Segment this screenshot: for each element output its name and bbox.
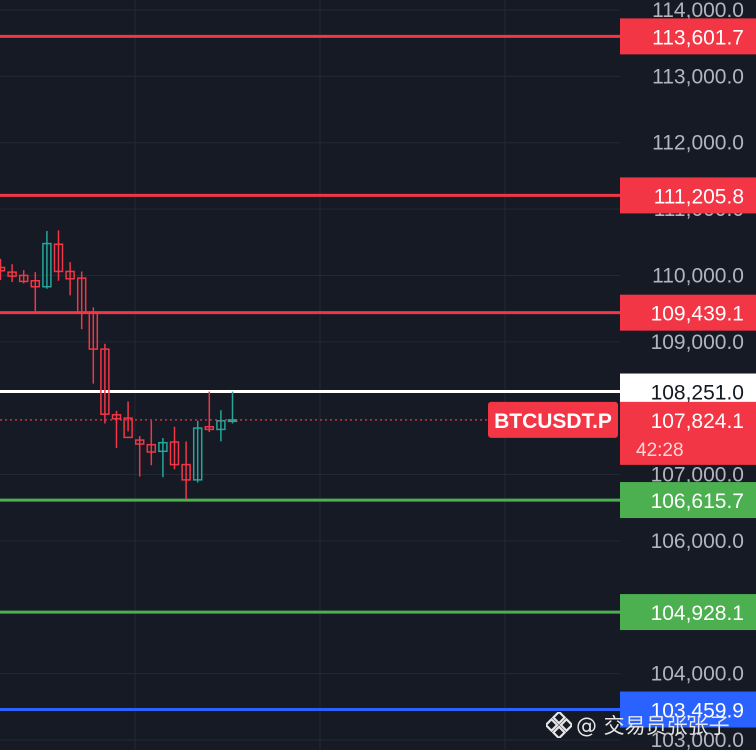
candle-body [111, 414, 122, 420]
candle [53, 230, 64, 281]
chart-grid [0, 0, 620, 750]
candle [146, 420, 157, 466]
candle-body [227, 419, 238, 423]
price-tick-label: 107,000.0 [651, 464, 744, 487]
candle-body [146, 443, 157, 453]
candle-body [18, 274, 29, 283]
candle [18, 270, 29, 284]
candle [158, 438, 168, 478]
level-label-box [620, 18, 756, 55]
level-label-box [620, 691, 756, 728]
candle [111, 410, 122, 449]
level-label: 111,205.8 [654, 185, 744, 208]
symbol-badge [488, 401, 618, 438]
candle [216, 410, 226, 442]
horizontal-levels [0, 34, 620, 712]
price-tick-label: 103,000.0 [651, 729, 744, 750]
candle-body [181, 463, 191, 481]
level-label: 106,615.7 [651, 490, 744, 513]
candle [192, 420, 203, 483]
candle-body [123, 417, 133, 439]
candle [123, 401, 133, 439]
candle-body [158, 441, 168, 453]
candle-body [42, 242, 52, 288]
candle-body [65, 270, 75, 280]
candle-body [0, 266, 6, 272]
candle-body [88, 311, 99, 350]
price-tick-label: 104,000.0 [651, 663, 744, 686]
level-label-box [620, 482, 756, 519]
candle [65, 262, 75, 296]
level-label: 103,459.9 [651, 700, 744, 723]
price-tick-label: 106,000.0 [651, 530, 744, 553]
binance-square-icon [546, 712, 572, 738]
watermark-text: @ 交易员张张子 [576, 714, 730, 738]
price-tick-label: 110,000.0 [652, 264, 744, 287]
candle [30, 272, 41, 314]
candle-body [216, 420, 226, 431]
candle [169, 426, 180, 470]
candle [134, 436, 145, 477]
current-price-box [620, 401, 756, 465]
candle-body [169, 441, 180, 466]
price-tick-label: 113,000.0 [652, 65, 744, 88]
level-label-box [620, 294, 756, 331]
candle-body [192, 427, 203, 481]
candle-body [30, 280, 41, 288]
candle [181, 441, 191, 500]
candle-countdown: 42:28 [636, 440, 684, 461]
candlesticks [0, 230, 238, 500]
candle [76, 271, 87, 330]
candle-body [204, 426, 215, 431]
candle-body [53, 243, 64, 273]
level-label: 109,439.1 [651, 303, 744, 326]
candle-body [76, 277, 87, 314]
level-label: 108,251.0 [651, 382, 744, 405]
level-label-box [620, 177, 756, 214]
candle-body [7, 271, 17, 277]
level-label-box [620, 594, 756, 631]
candle [88, 307, 99, 384]
symbol-label: BTCUSDT.P [494, 410, 612, 433]
candle [7, 264, 17, 283]
price-tick-label: 112,000.0 [652, 132, 744, 155]
candle [42, 230, 52, 289]
candle-body [100, 348, 110, 415]
candle-body [134, 439, 145, 445]
current-price-label: 107,824.1 [651, 410, 744, 433]
candle [100, 343, 110, 424]
watermark: @ 交易员张张子 [546, 710, 730, 740]
price-tick-label: 109,000.0 [651, 331, 744, 354]
price-tick-label: 114,000.0 [652, 0, 744, 22]
candle [0, 258, 6, 281]
level-label: 113,601.7 [652, 26, 744, 49]
level-label: 104,928.1 [651, 602, 744, 625]
candle [204, 391, 215, 433]
level-labels: 113,601.7 111,205.8 109,439.1 108,251.0 106,… [620, 18, 756, 728]
candle [227, 391, 238, 424]
current-price-marker: BTCUSDT.P 107,824.1 42:28 [0, 401, 756, 465]
